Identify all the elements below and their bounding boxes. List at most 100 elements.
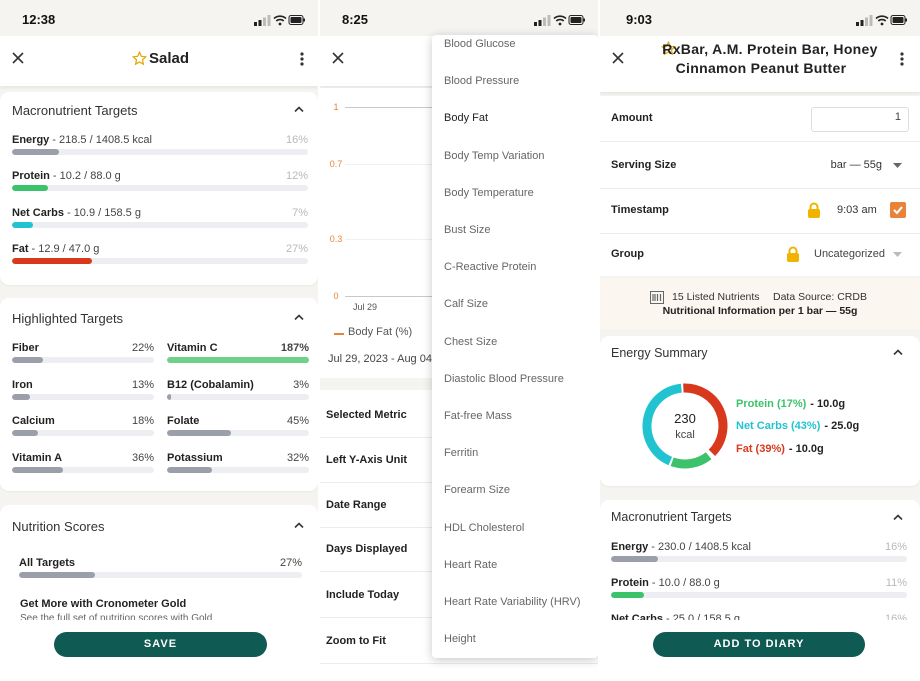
setting-label[interactable]: Days Displayed [326, 543, 408, 555]
more-menu-part-part [900, 52, 904, 56]
amount-input[interactable] [811, 107, 909, 132]
more-menu-part-part [300, 57, 304, 61]
status-icons-part [534, 15, 585, 26]
status-icons-part-part [558, 22, 562, 26]
setting-label[interactable]: Zoom to Fit [326, 635, 386, 647]
close-button[interactable] [612, 52, 624, 64]
status-icons-part-part [568, 15, 584, 25]
legend-amount: - 25.0g [824, 420, 860, 432]
status-icons-part-part [583, 18, 585, 22]
metric-option[interactable]: C-Reactive Protein [444, 261, 537, 274]
favorite-star[interactable] [661, 41, 676, 56]
lock-icon-part-part [809, 202, 819, 209]
status-icons-part-part [880, 22, 884, 26]
metric-option[interactable]: Calf Size [444, 298, 489, 311]
primary-button[interactable]: ADD TO DIARY [653, 632, 865, 657]
y-tick-label: 0.3 [329, 234, 343, 245]
lock-icon-part [808, 202, 820, 218]
metric-option[interactable]: Body Fat [444, 112, 489, 125]
screen-title: RxBar, A.M. Protein Bar, Honey Cinnamon … [662, 41, 878, 76]
status-icons-part-part [290, 17, 302, 23]
metric-option[interactable]: HDL Cholesterol [444, 521, 525, 534]
collapse-toggle[interactable] [893, 514, 903, 520]
metric-option[interactable]: Forearm Size [444, 484, 511, 497]
collapse-toggle-part [294, 314, 304, 320]
group-dropdown-part-part [893, 252, 902, 257]
serving-dropdown[interactable] [893, 163, 902, 168]
donut-total: 230 [674, 411, 696, 426]
barcode-icon-part-part [650, 291, 664, 304]
collapse-toggle-part-part [294, 106, 304, 112]
lock-icon [786, 246, 800, 262]
metric-option[interactable]: Body Temp Variation [444, 149, 545, 162]
collapse-toggle[interactable] [294, 106, 304, 112]
nutrient-row: Protein - 10.2 / 88.0 g [12, 168, 121, 184]
collapse-toggle[interactable] [294, 522, 304, 528]
favorite-star-part [661, 41, 676, 56]
metric-option[interactable]: Chest Size [444, 335, 498, 348]
progress-track [611, 592, 907, 598]
group-value[interactable]: Uncategorized [814, 248, 885, 260]
metric-option[interactable]: Body Temperature [444, 186, 534, 199]
status-time: 12:38 [22, 12, 56, 27]
section-title: Macronutrient Targets [12, 103, 138, 118]
nutrient-name: Protein [611, 577, 649, 589]
progress-track [167, 467, 309, 473]
serving-value[interactable]: bar — 55g [830, 159, 882, 171]
timestamp-checkbox[interactable] [890, 202, 906, 218]
more-menu[interactable] [300, 52, 304, 66]
setting-label[interactable]: Selected Metric [326, 409, 407, 421]
progress-fill [12, 430, 38, 436]
status-icons-part-part [273, 15, 287, 22]
status-icons-part-part [553, 15, 567, 22]
status-icons [254, 14, 306, 26]
more-menu[interactable] [900, 52, 904, 66]
metric-option[interactable]: Blood Glucose [444, 38, 516, 50]
close-button-part-part [12, 52, 24, 64]
target-percent: 32% [286, 452, 309, 464]
more-menu-part-part [300, 52, 304, 56]
donut-unit: kcal [675, 429, 695, 441]
favorite-star[interactable] [132, 51, 147, 66]
setting-label[interactable]: Date Range [326, 499, 387, 511]
metric-option[interactable]: Diastolic Blood Pressure [444, 372, 564, 385]
group-dropdown[interactable] [893, 252, 902, 257]
close-button-part-part [332, 52, 344, 64]
collapse-toggle[interactable] [893, 349, 903, 355]
metric-option[interactable]: Fat-free Mass [444, 410, 512, 422]
legend-swatch [334, 333, 344, 335]
metric-option[interactable]: Ferritin [444, 447, 479, 460]
close-button[interactable] [12, 52, 24, 64]
close-button-part [612, 52, 624, 64]
status-time: 9:03 [626, 12, 653, 27]
timestamp-value[interactable]: 9:03 am [837, 204, 877, 216]
metric-option[interactable]: Height [444, 633, 476, 646]
date-range: Jul 29, 2023 - Aug 04, [328, 353, 436, 365]
target-percent: 45% [286, 415, 309, 427]
status-icons-part-part [865, 17, 868, 26]
donut-segment [683, 383, 728, 456]
metric-option[interactable]: Heart Rate [444, 558, 498, 571]
close-button[interactable] [332, 52, 344, 64]
legend-amount: - 10.0g [788, 443, 824, 455]
collapse-toggle-part [294, 522, 304, 528]
progress-fill [19, 572, 96, 578]
metric-option[interactable]: Bust Size [444, 224, 491, 236]
target-name: Vitamin A [12, 452, 63, 464]
status-icons-part-part [875, 15, 889, 22]
progress-track [12, 149, 308, 155]
progress-fill [12, 467, 64, 473]
setting-label[interactable]: Left Y-Axis Unit [326, 454, 408, 466]
target-name: Fiber [12, 342, 39, 354]
metric-option[interactable]: Heart Rate Variability (HRV) [444, 596, 581, 608]
progress-fill [12, 258, 92, 264]
setting-label[interactable]: Include Today [326, 589, 400, 601]
status-icons-part-part [547, 15, 551, 26]
y-tick-label: 0 [333, 291, 339, 301]
status-icons-part-part [538, 20, 542, 26]
progress-track [611, 556, 907, 562]
legend-label: Body Fat (%) [348, 326, 413, 338]
collapse-toggle[interactable] [294, 314, 304, 320]
metric-option[interactable]: Blood Pressure [444, 75, 520, 88]
primary-button[interactable]: SAVE [54, 632, 267, 657]
